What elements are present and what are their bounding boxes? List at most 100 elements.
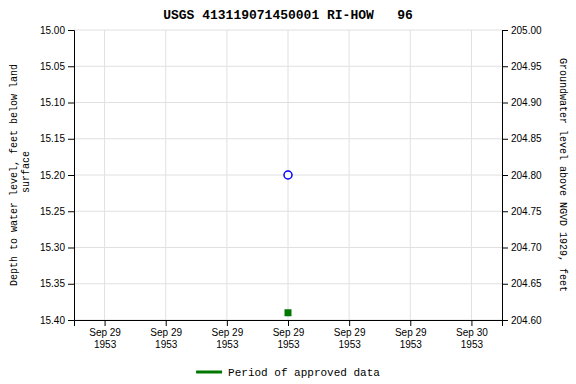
y-tick: 15.05 — [40, 61, 74, 72]
text-line: Sep 29 — [334, 327, 366, 338]
y2-tick: 205.00 — [502, 25, 542, 36]
x-tick-label: Sep 291953 — [212, 327, 244, 350]
y2-tick: 204.80 — [502, 170, 542, 181]
x-axis: Sep 291953Sep 291953Sep 291953Sep 291953… — [75, 320, 503, 350]
y2-tick-mark — [502, 103, 508, 104]
y2-tick-mark — [502, 248, 508, 249]
legend-label: Period of approved data — [228, 367, 380, 379]
text-line: 1953 — [277, 339, 300, 350]
x-tick-mark — [349, 320, 350, 326]
y-tick-mark — [68, 30, 74, 31]
text-line: 1953 — [216, 339, 239, 350]
title: USGS 413119071450001 RI-HOW 96 — [163, 8, 413, 23]
chart: Sep 291953Sep 291953Sep 291953Sep 291953… — [0, 0, 576, 384]
marks — [284, 171, 292, 315]
y2-tick-mark — [502, 320, 508, 321]
data-point — [285, 310, 290, 315]
x-tick: Sep 291953 — [212, 320, 244, 350]
x-tick: Sep 291953 — [395, 320, 427, 350]
y2-tick: 204.60 — [502, 315, 542, 326]
x-tick-label: Sep 291953 — [395, 327, 427, 350]
grid-line — [410, 30, 411, 320]
y-tick: 15.15 — [40, 133, 74, 144]
y-tick: 15.40 — [40, 315, 74, 326]
y-tick-mark — [68, 175, 74, 176]
x-tick-mark — [166, 320, 167, 326]
text-line: 1953 — [461, 339, 484, 350]
grid-line — [349, 30, 350, 320]
text-line: 1953 — [94, 339, 117, 350]
x-tick-mark — [105, 320, 106, 326]
y-axis-label: Depth to water level, feet below land su… — [9, 64, 32, 286]
x-tick: Sep 291953 — [334, 320, 366, 350]
x-tick-mark — [288, 320, 289, 326]
x-tick-label: Sep 301953 — [456, 327, 488, 350]
axis-line — [503, 31, 509, 321]
y2-tick-label: 204.70 — [511, 242, 542, 253]
y2-axis-label: Groundwater level above NGVD 1929, feet — [557, 58, 568, 292]
y-tick-label: 15.35 — [40, 278, 65, 289]
text-line: surface — [21, 151, 32, 199]
y-axis: 15.00 15.05 15.10 15.15 15.20 15.25 15.30 15.35… — [40, 25, 75, 326]
x-tick-mark — [471, 320, 472, 326]
grid-line — [165, 30, 166, 320]
y-tick-mark — [68, 320, 74, 321]
y2-tick-label: 204.95 — [511, 61, 542, 72]
legend-swatch — [196, 371, 222, 374]
y2-tick-label: 204.60 — [511, 315, 542, 326]
axis-line — [75, 321, 503, 327]
grid — [74, 30, 502, 320]
y-tick: 15.30 — [40, 242, 74, 253]
y-tick-mark — [68, 139, 74, 140]
data-point — [284, 171, 292, 179]
text-line: Sep 29 — [150, 327, 182, 338]
y2-tick-label: 204.90 — [511, 97, 542, 108]
y-tick-mark — [68, 66, 74, 67]
y2-tick: 204.70 — [502, 242, 542, 253]
text-line: 1953 — [400, 339, 423, 350]
x-tick-label: Sep 291953 — [150, 327, 182, 350]
y2-tick-label: 204.65 — [511, 278, 542, 289]
y-tick-mark — [68, 211, 74, 212]
y2-tick: 204.65 — [502, 278, 542, 289]
plot-area: Sep 291953Sep 291953Sep 291953Sep 291953… — [40, 25, 542, 350]
y2-tick-mark — [502, 175, 508, 176]
text-line: Sep 29 — [212, 327, 244, 338]
y2-tick-label: 204.80 — [511, 170, 542, 181]
y-tick-label: 15.25 — [40, 206, 65, 217]
text-line: 1953 — [155, 339, 178, 350]
y-tick-mark — [68, 103, 74, 104]
y2-tick-mark — [502, 211, 508, 212]
y-tick: 15.10 — [40, 97, 74, 108]
y2-tick: 204.85 — [502, 133, 542, 144]
y-tick-label: 15.40 — [40, 315, 65, 326]
axis-line — [68, 31, 75, 321]
x-tick-mark — [227, 320, 228, 326]
x-tick-label: Sep 291953 — [273, 327, 305, 350]
x-tick-mark — [410, 320, 411, 326]
grid-line — [226, 30, 227, 320]
grid-line — [104, 30, 105, 320]
x-tick-label: Sep 291953 — [334, 327, 366, 350]
legend: Period of approved data — [196, 367, 380, 379]
y-tick-mark — [68, 284, 74, 285]
grid-line — [471, 30, 472, 320]
x-tick: Sep 291953 — [150, 320, 182, 350]
x-tick-label: Sep 291953 — [89, 327, 121, 350]
y2-tick-mark — [502, 139, 508, 140]
y-tick-mark — [68, 248, 74, 249]
y-tick-label: 15.15 — [40, 133, 65, 144]
y-tick: 15.35 — [40, 278, 74, 289]
y-tick: 15.00 — [40, 25, 74, 36]
x-tick: Sep 291953 — [89, 320, 121, 350]
y-tick-label: 15.20 — [40, 170, 65, 181]
legend-item: Period of approved data — [196, 367, 380, 379]
text-line: Depth to water level, feet below land — [9, 64, 20, 286]
text-line: Sep 30 — [456, 327, 488, 338]
text-line: 1953 — [339, 339, 362, 350]
x-tick: Sep 301953 — [456, 320, 488, 350]
x-tick: Sep 291953 — [273, 320, 305, 350]
y2-tick-label: 204.75 — [511, 206, 542, 217]
y2-tick: 204.90 — [502, 97, 542, 108]
y-tick-label: 15.10 — [40, 97, 65, 108]
